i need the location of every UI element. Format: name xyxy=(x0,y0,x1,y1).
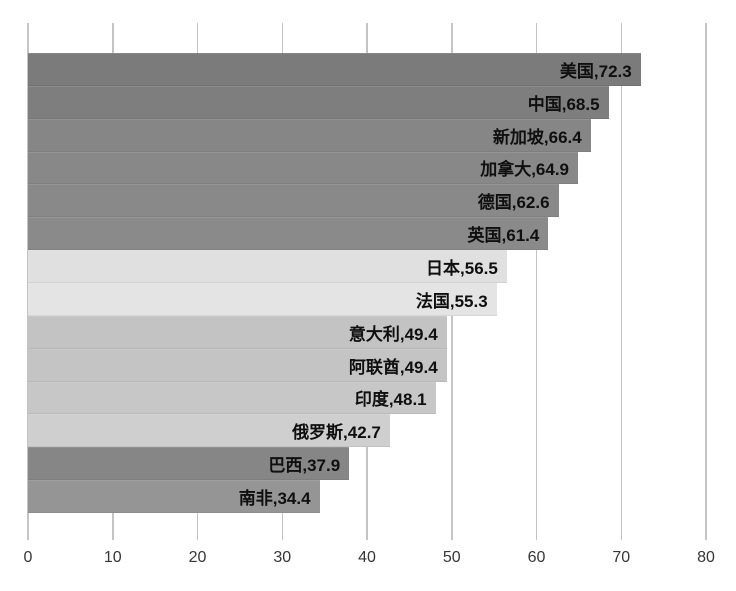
bar-南非: 南非,34.4 xyxy=(28,480,320,513)
bar-label: 法国,55.3 xyxy=(415,291,488,311)
bar-法国: 法国,55.3 xyxy=(28,283,497,316)
bar-德国: 德国,62.6 xyxy=(28,184,559,218)
x-tick-label-20: 20 xyxy=(188,549,207,566)
x-tick-label-30: 30 xyxy=(273,549,292,566)
x-tick-label-0: 0 xyxy=(23,549,33,566)
bar-英国: 英国,61.4 xyxy=(28,217,549,251)
x-tick-label-80: 80 xyxy=(697,549,715,566)
bar-label: 新加坡,66.4 xyxy=(492,127,582,147)
bar-label: 德国,62.6 xyxy=(477,193,550,213)
bar-label: 南非,34.4 xyxy=(238,489,311,509)
x-tick-label-10: 10 xyxy=(103,549,122,566)
bar-中国: 中国,68.5 xyxy=(28,85,609,119)
bar-label: 美国,72.3 xyxy=(559,61,632,81)
bar-label: 加拿大,64.9 xyxy=(480,160,570,180)
bar-巴西: 巴西,37.9 xyxy=(28,447,350,481)
bar-俄罗斯: 俄罗斯,42.7 xyxy=(28,414,390,448)
x-tick-label-70: 70 xyxy=(612,549,631,566)
x-tick-label-40: 40 xyxy=(358,549,376,566)
bar-新加坡: 新加坡,66.4 xyxy=(28,118,591,152)
bar-阿联酋: 阿联酋,49.4 xyxy=(28,348,447,382)
bar-日本: 日本,56.5 xyxy=(28,250,507,283)
bar-印度: 印度,48.1 xyxy=(28,381,436,415)
bar-label: 英国,61.4 xyxy=(467,226,540,246)
gridline-70 xyxy=(620,23,622,540)
bar-label: 俄罗斯,42.7 xyxy=(292,423,381,443)
bar-label: 中国,68.5 xyxy=(527,94,600,114)
bar-label: 日本,56.5 xyxy=(426,259,498,279)
bar-label: 意大利,49.4 xyxy=(348,324,438,344)
gridline-60 xyxy=(535,23,538,540)
x-tick-label-50: 50 xyxy=(442,549,461,566)
bar-label: 阿联酋,49.4 xyxy=(348,357,438,377)
bar-意大利: 意大利,49.4 xyxy=(28,315,447,349)
x-tick-label-60: 60 xyxy=(527,549,546,566)
bar-label: 印度,48.1 xyxy=(354,390,427,410)
bar-加拿大: 加拿大,64.9 xyxy=(28,151,579,185)
gridline-80 xyxy=(705,23,707,540)
bar-美国: 美国,72.3 xyxy=(28,53,641,86)
bar-label: 巴西,37.9 xyxy=(268,456,341,476)
